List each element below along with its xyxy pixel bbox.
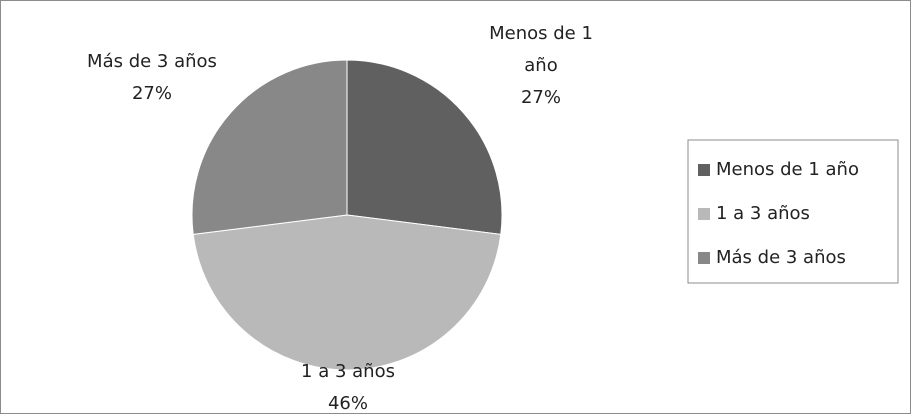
data-label-category: Más de 3 años — [87, 51, 217, 72]
data-label: Más de 3 años 27% — [52, 46, 252, 110]
legend-label: 1 a 3 años — [716, 203, 810, 224]
pie-slice — [191, 59, 348, 235]
data-label-category: 1 a 3 años — [301, 361, 395, 382]
data-label-value: 46% — [327, 393, 368, 414]
data-label-value: 27% — [131, 83, 172, 104]
legend-label: Menos de 1 año — [716, 159, 859, 180]
legend-swatch — [698, 164, 710, 176]
legend-box — [687, 139, 899, 284]
legend-label: Más de 3 años — [716, 247, 846, 268]
data-label: 1 a 3 años 46% — [248, 356, 448, 420]
pie-slice — [192, 214, 502, 371]
legend-swatch — [698, 252, 710, 264]
legend-swatch — [698, 208, 710, 220]
pie-slice — [346, 59, 503, 235]
data-label-category: Menos de 1 año — [489, 23, 593, 76]
data-label: Menos de 1 año 27% — [471, 18, 611, 114]
data-label-value: 27% — [520, 87, 561, 108]
